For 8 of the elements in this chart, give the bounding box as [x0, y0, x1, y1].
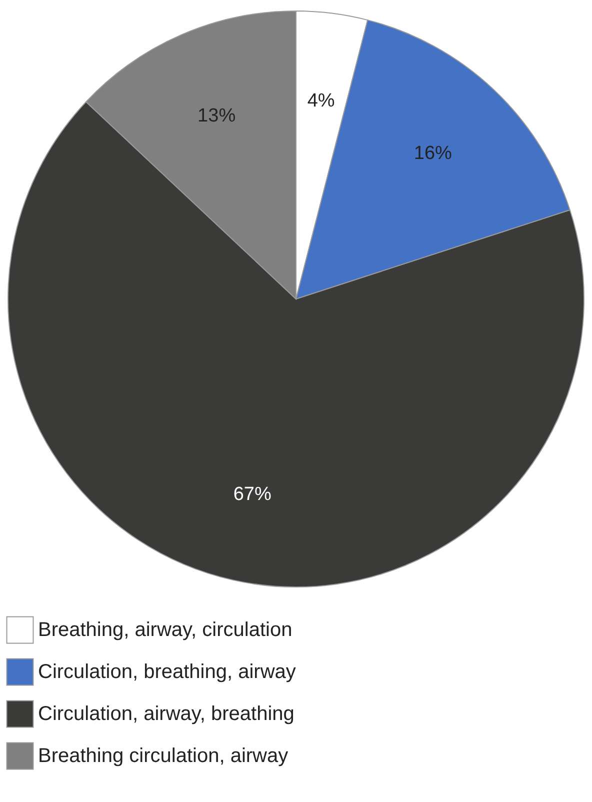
legend-label: Circulation, breathing, airway: [38, 661, 296, 683]
data-label: 16%: [414, 143, 452, 164]
legend-label: Breathing circulation, airway: [38, 745, 288, 767]
legend-label: Circulation, airway, breathing: [38, 703, 294, 725]
data-label: 67%: [233, 484, 272, 506]
data-label: 13%: [198, 105, 236, 126]
legend-label: Breathing, airway, circulation: [38, 619, 292, 641]
data-label: 4%: [307, 90, 335, 112]
